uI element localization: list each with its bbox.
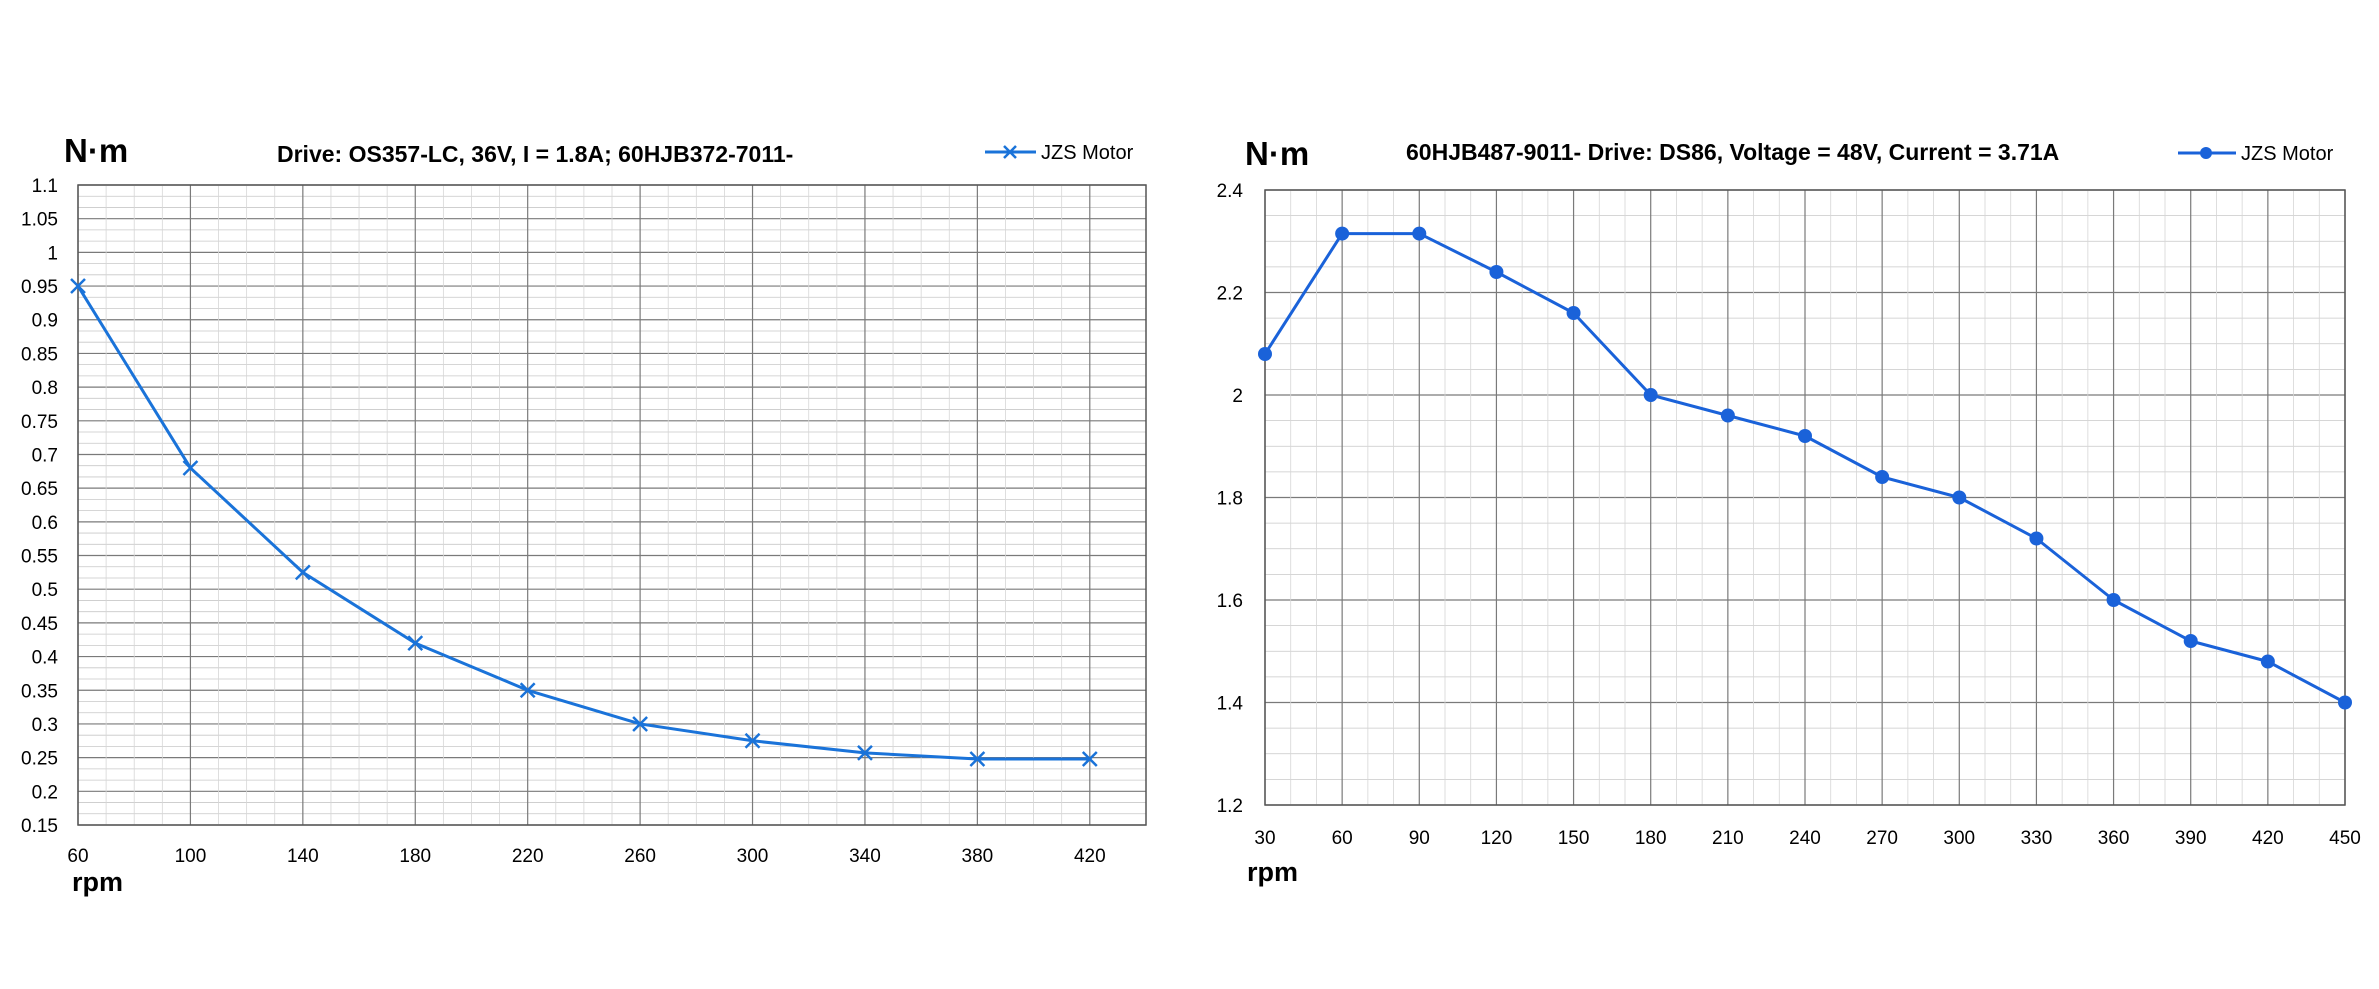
- chart-right-xtick-label: 60: [1332, 828, 1353, 849]
- chart-right-point-marker: [2106, 593, 2121, 607]
- chart-left-ytick-label: 0.9: [32, 311, 58, 332]
- chart-left-point-marker: [632, 716, 648, 732]
- chart-right-xtick-label: 90: [1409, 828, 1430, 849]
- chart-right-point-marker: [2029, 531, 2044, 546]
- chart-right-point-marker: [1875, 470, 1890, 484]
- chart-left-xtick-label: 100: [175, 846, 207, 867]
- chart-left-point-marker: [407, 635, 424, 651]
- chart-left-grid: [77, 184, 1147, 826]
- chart-left-ytick-label: 1.1: [32, 176, 58, 197]
- chart-left-ytick-label: 0.85: [21, 344, 58, 365]
- chart-left-ytick-label: 0.15: [21, 816, 58, 837]
- chart-right-ylabel: N·m: [1245, 135, 1309, 172]
- chart-right-point-marker: [1798, 429, 1812, 443]
- chart-left-ytick-label: 0.75: [21, 412, 58, 433]
- chart-left-point-marker: [182, 460, 199, 476]
- chart-left-ytick-label: 0.8: [32, 378, 58, 399]
- chart-right-legend-label: JZS Motor: [2241, 143, 2334, 165]
- chart-left-ytick-label: 0.7: [32, 445, 58, 466]
- chart-left-xtick-label: 180: [399, 846, 431, 867]
- chart-left-point-marker: [969, 751, 986, 767]
- chart-right-xtick-label: 150: [1558, 828, 1590, 849]
- chart-right-xtick-label: 240: [1789, 828, 1821, 849]
- chart-left-xtick-label: 420: [1074, 846, 1106, 867]
- chart-right-xtick-label: 30: [1254, 828, 1275, 849]
- chart-left-torque-curve: N·m Drive: OS357-LC, 36V, I = 1.8A; 60HJ…: [21, 132, 1147, 897]
- chart-left-xtick-label: 60: [67, 846, 88, 867]
- chart-left-xtick-label: 140: [287, 846, 319, 867]
- chart-left-legend-label: JZS Motor: [1041, 142, 1134, 164]
- chart-left-ytick-label: 0.95: [21, 277, 58, 298]
- chart-left-point-marker: [294, 564, 311, 581]
- chart-left-ytick-label: 0.55: [21, 547, 58, 568]
- chart-right-ytick-label: 1.2: [1217, 796, 1243, 817]
- chart-left-xtick-label: 220: [512, 846, 544, 867]
- chart-right-ytick-label: 1.6: [1217, 591, 1243, 612]
- chart-left-ytick-label: 0.6: [32, 513, 58, 534]
- chart-left-ytick-label: 1: [47, 243, 58, 264]
- chart-right-point-marker: [1412, 226, 1427, 241]
- chart-right-xtick-label: 180: [1635, 828, 1667, 849]
- chart-left-legend-x-marker-icon: [1003, 145, 1017, 159]
- chart-right-legend-dot-marker-icon: [2200, 147, 2212, 159]
- chart-left-ytick-label: 1.05: [21, 210, 58, 231]
- chart-right-grid: [1264, 189, 2346, 806]
- chart-right-xtick-label: 390: [2175, 828, 2207, 849]
- chart-right-point-marker: [1258, 347, 1272, 361]
- chart-right-ytick-label: 1.8: [1217, 489, 1243, 510]
- chart-right-xtick-label: 360: [2098, 828, 2130, 849]
- chart-right-ytick-label: 1.4: [1217, 694, 1244, 715]
- chart-left-ytick-label: 0.3: [32, 715, 58, 736]
- chart-right-xtick-label: 300: [1943, 828, 1975, 849]
- chart-right-title: 60HJB487-9011- Drive: DS86, Voltage = 48…: [1406, 139, 2059, 165]
- chart-left-title: Drive: OS357-LC, 36V, I = 1.8A; 60HJB372…: [277, 141, 793, 167]
- chart-right-point-marker: [2338, 695, 2352, 710]
- chart-right-point-marker: [1566, 306, 1581, 320]
- chart-right-point-marker: [2260, 654, 2275, 669]
- chart-right-point-marker: [1489, 265, 1504, 279]
- chart-right-ytick-label: 2.4: [1217, 181, 1244, 202]
- chart-right-xtick-label: 120: [1481, 828, 1513, 849]
- chart-left-xtick-label: 340: [849, 846, 881, 867]
- chart-left-point-marker: [70, 278, 86, 294]
- chart-left-xtick-label: 260: [624, 846, 656, 867]
- chart-left-ytick-label: 0.4: [32, 648, 59, 669]
- chart-left-plot-frame: [77, 184, 1147, 826]
- chart-left-xtick-label: 380: [962, 846, 994, 867]
- chart-left-ylabel: N·m: [64, 132, 128, 169]
- chart-left-point-marker: [744, 732, 761, 749]
- chart-left-xlabel: rpm: [72, 867, 123, 897]
- chart-right-point-marker: [1952, 490, 1967, 505]
- chart-right-legend: JZS Motor: [2178, 143, 2334, 165]
- chart-right-xlabel: rpm: [1247, 857, 1298, 887]
- chart-right-plot-frame: [1264, 189, 2346, 806]
- chart-right-point-marker: [1335, 226, 1350, 241]
- chart-right-point-marker: [2183, 634, 2198, 648]
- chart-right-xtick-label: 330: [2021, 828, 2053, 849]
- chart-left-ytick-label: 0.5: [32, 580, 58, 601]
- chart-right-ytick-label: 2.2: [1217, 284, 1243, 305]
- chart-left-ytick-label: 0.25: [21, 749, 58, 770]
- chart-right-point-marker: [1720, 408, 1735, 423]
- chart-right-xtick-label: 450: [2329, 828, 2361, 849]
- chart-left-series-line: [76, 285, 1090, 761]
- chart-left-legend: JZS Motor: [985, 142, 1134, 164]
- chart-left-point-marker: [1081, 751, 1098, 767]
- chart-left-point-marker: [857, 745, 873, 761]
- chart-left-ytick-label: 0.35: [21, 681, 58, 702]
- chart-right-xtick-label: 210: [1712, 828, 1744, 849]
- chart-right-xtick-label: 420: [2252, 828, 2284, 849]
- chart-left-ytick-label: 0.65: [21, 479, 58, 500]
- chart-left-xtick-label: 300: [737, 846, 769, 867]
- chart-left-ytick-label: 0.45: [21, 614, 58, 635]
- chart-right-point-marker: [1643, 388, 1658, 402]
- chart-right-xtick-label: 270: [1866, 828, 1898, 849]
- chart-right-torque-curve: N·m 60HJB487-9011- Drive: DS86, Voltage …: [1217, 135, 2361, 887]
- chart-left-ytick-label: 0.2: [32, 782, 58, 803]
- chart-left-point-marker: [519, 682, 536, 699]
- chart-right-ytick-label: 2: [1232, 386, 1243, 407]
